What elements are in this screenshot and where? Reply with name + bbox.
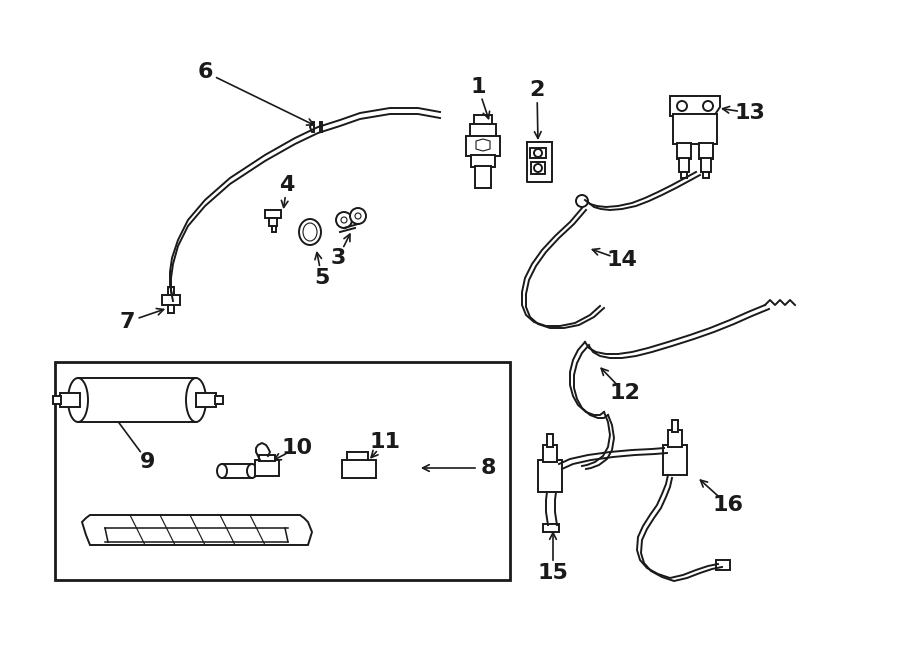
Bar	[60, 393, 80, 407]
Text: 2: 2	[529, 80, 544, 100]
Polygon shape	[310, 122, 314, 132]
Bar	[672, 420, 678, 432]
Ellipse shape	[247, 464, 257, 478]
Circle shape	[350, 208, 366, 224]
Bar	[699, 143, 713, 159]
Bar	[466, 136, 500, 156]
Bar	[259, 455, 275, 461]
Bar	[538, 460, 562, 492]
Bar	[677, 143, 691, 159]
Bar	[78, 378, 196, 422]
Bar	[269, 218, 277, 226]
Text: 6: 6	[197, 62, 212, 82]
Bar	[716, 560, 730, 570]
Text: 1: 1	[470, 77, 486, 97]
Text: 9: 9	[140, 452, 156, 472]
Circle shape	[534, 149, 542, 157]
Bar	[543, 445, 557, 462]
Text: 4: 4	[279, 175, 294, 195]
Bar	[272, 226, 276, 232]
Bar	[342, 460, 376, 478]
Circle shape	[534, 164, 542, 172]
Bar	[663, 445, 687, 475]
Ellipse shape	[303, 223, 317, 241]
Bar	[215, 396, 223, 404]
Circle shape	[703, 101, 713, 111]
Circle shape	[341, 217, 347, 223]
Bar	[701, 158, 711, 172]
Text: 3: 3	[330, 248, 346, 268]
Bar	[474, 115, 492, 125]
Text: 12: 12	[609, 383, 641, 403]
Ellipse shape	[68, 378, 88, 422]
Text: 11: 11	[370, 432, 400, 452]
Bar	[168, 287, 174, 295]
Bar	[196, 393, 216, 407]
Bar	[531, 162, 545, 174]
Ellipse shape	[299, 219, 321, 245]
Polygon shape	[320, 122, 322, 132]
Bar	[668, 430, 682, 447]
Circle shape	[576, 195, 588, 207]
Circle shape	[677, 101, 687, 111]
Ellipse shape	[217, 464, 227, 478]
Ellipse shape	[186, 378, 206, 422]
Text: 14: 14	[607, 250, 637, 270]
Bar	[547, 434, 553, 447]
Bar	[55, 362, 510, 580]
Polygon shape	[82, 515, 312, 545]
Circle shape	[336, 212, 352, 228]
Text: 15: 15	[537, 563, 569, 583]
Bar	[222, 464, 252, 478]
Bar	[679, 158, 689, 172]
Bar	[162, 295, 180, 305]
Text: 5: 5	[314, 268, 329, 288]
Bar	[681, 172, 687, 178]
Text: 10: 10	[282, 438, 312, 458]
Bar	[703, 172, 709, 178]
Bar	[471, 155, 495, 167]
Circle shape	[355, 213, 361, 219]
Text: 8: 8	[481, 458, 496, 478]
Bar	[168, 305, 174, 313]
Polygon shape	[670, 96, 720, 116]
Bar	[470, 124, 496, 138]
Bar	[530, 148, 546, 158]
Bar	[265, 210, 281, 218]
Bar	[53, 396, 61, 404]
Bar	[255, 460, 279, 476]
Text: 7: 7	[119, 312, 135, 332]
Text: 16: 16	[713, 495, 743, 515]
Text: 13: 13	[734, 103, 765, 123]
Bar	[543, 524, 559, 532]
Bar	[673, 114, 717, 144]
Bar	[475, 166, 491, 188]
Polygon shape	[476, 139, 490, 151]
